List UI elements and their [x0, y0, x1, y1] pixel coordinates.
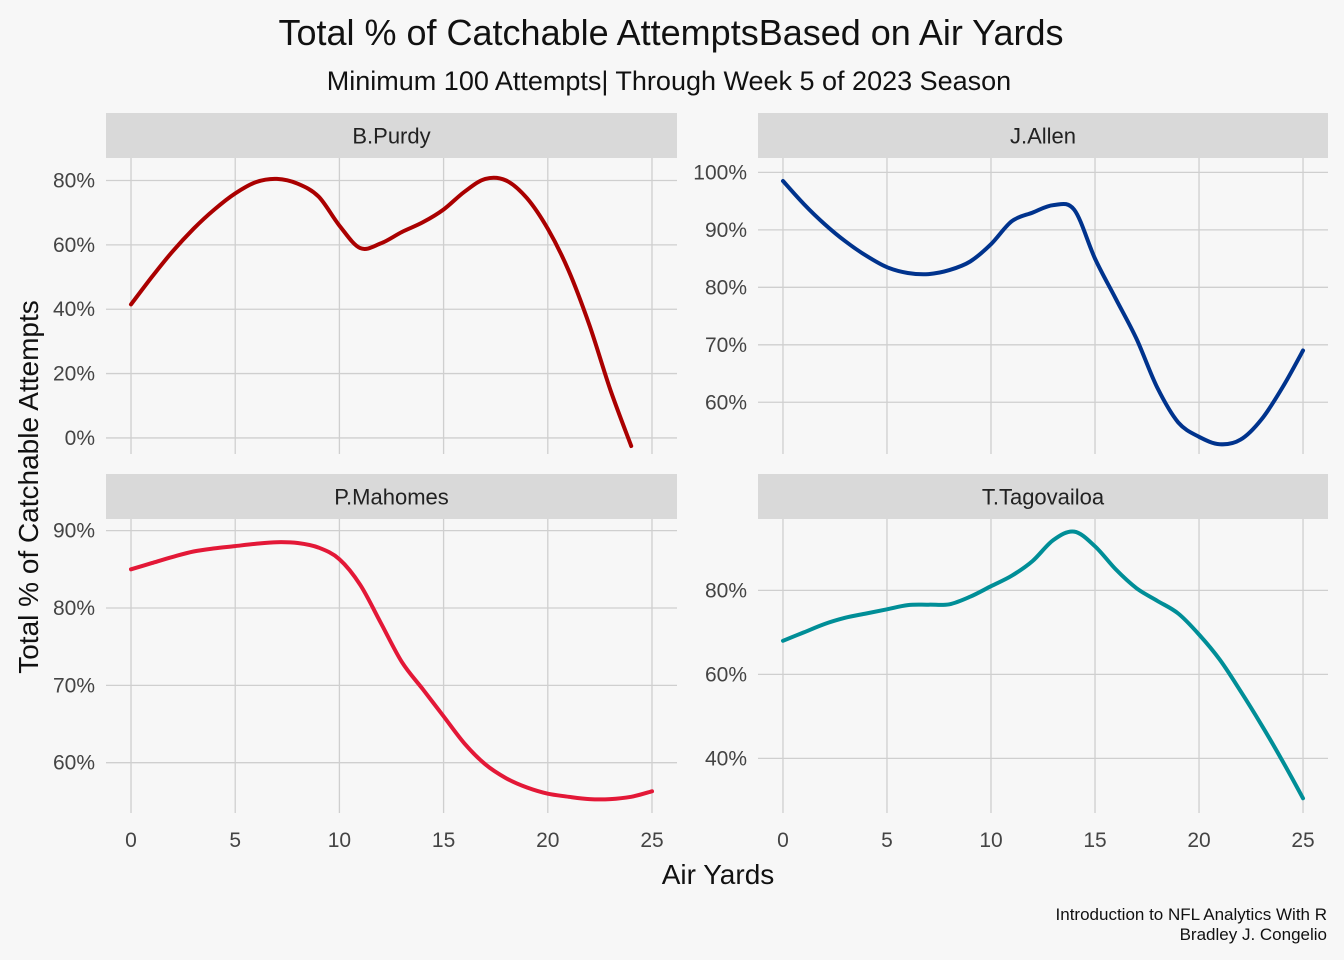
- panel-b-purdy: B.Purdy 0% 20% 40% 60% 80%: [53, 113, 677, 454]
- y-axis-title: Total % of Catchable Attempts: [13, 300, 44, 674]
- caption-line-2: Bradley J. Congelio: [1180, 925, 1327, 944]
- x-tick-label: 15: [432, 829, 455, 852]
- x-tick-label: 5: [881, 829, 893, 852]
- y-tick-label: 40%: [53, 298, 95, 321]
- y-tick-label: 90%: [53, 520, 95, 543]
- x-tick-label: 25: [640, 829, 663, 852]
- facet-label-p-mahomes: P.Mahomes: [334, 485, 449, 510]
- y-tick-label: 60%: [53, 752, 95, 775]
- series-line-p-mahomes: [129, 540, 654, 802]
- y-tick-label: 90%: [705, 219, 747, 242]
- y-tick-label: 100%: [693, 161, 747, 184]
- caption-line-1: Introduction to NFL Analytics With R: [1056, 905, 1327, 924]
- series-line-b-purdy: [129, 175, 634, 448]
- y-tick-label: 80%: [705, 579, 747, 602]
- y-tick-label: 0%: [65, 427, 95, 450]
- y-tick-label: 20%: [53, 363, 95, 386]
- panel-p-mahomes: P.Mahomes 60% 70% 80% 90% 0 5 10 15 20 25: [53, 474, 677, 852]
- panel-j-allen: J.Allen 60% 70% 80% 90% 100%: [693, 113, 1328, 454]
- y-tick-label: 80%: [53, 170, 95, 193]
- y-tick-label: 40%: [705, 747, 747, 770]
- series-line-t-tagovailoa: [781, 529, 1305, 801]
- series-line-j-allen: [781, 179, 1305, 447]
- facet-label-t-tagovailoa: T.Tagovailoa: [982, 485, 1105, 510]
- x-tick-label: 15: [1083, 829, 1106, 852]
- x-tick-label: 0: [777, 829, 789, 852]
- y-tick-label: 70%: [705, 334, 747, 357]
- facet-strip-b-purdy: [106, 113, 677, 158]
- facet-label-j-allen: J.Allen: [1010, 124, 1076, 149]
- x-tick-label: 10: [328, 829, 351, 852]
- chart-title: Total % of Catchable AttemptsBased on Ai…: [278, 12, 1063, 53]
- y-tick-label: 60%: [53, 234, 95, 257]
- facet-panels: B.Purdy 0% 20% 40% 60% 80% J.Allen 60% 70% 80% 90%…: [53, 113, 1328, 852]
- x-axis-title: Air Yards: [662, 859, 775, 890]
- facet-strip-t-tagovailoa: [758, 474, 1328, 519]
- y-tick-label: 80%: [53, 597, 95, 620]
- y-tick-label: 70%: [53, 674, 95, 697]
- y-tick-label: 60%: [705, 663, 747, 686]
- x-tick-label: 25: [1291, 829, 1314, 852]
- x-tick-label: 20: [536, 829, 559, 852]
- facet-label-b-purdy: B.Purdy: [352, 124, 430, 149]
- x-tick-label: 5: [229, 829, 241, 852]
- facet-strip-p-mahomes: [106, 474, 677, 519]
- x-tick-label: 20: [1187, 829, 1210, 852]
- x-tick-label: 10: [979, 829, 1002, 852]
- chart-subtitle: Minimum 100 Attempts| Through Week 5 of …: [327, 66, 1011, 96]
- facet-strip-j-allen: [758, 113, 1328, 158]
- x-tick-label: 0: [125, 829, 137, 852]
- y-tick-label: 80%: [705, 276, 747, 299]
- y-tick-label: 60%: [705, 391, 747, 414]
- panel-t-tagovailoa: T.Tagovailoa 40% 60% 80% 0 5 10 15 20 25: [705, 474, 1328, 852]
